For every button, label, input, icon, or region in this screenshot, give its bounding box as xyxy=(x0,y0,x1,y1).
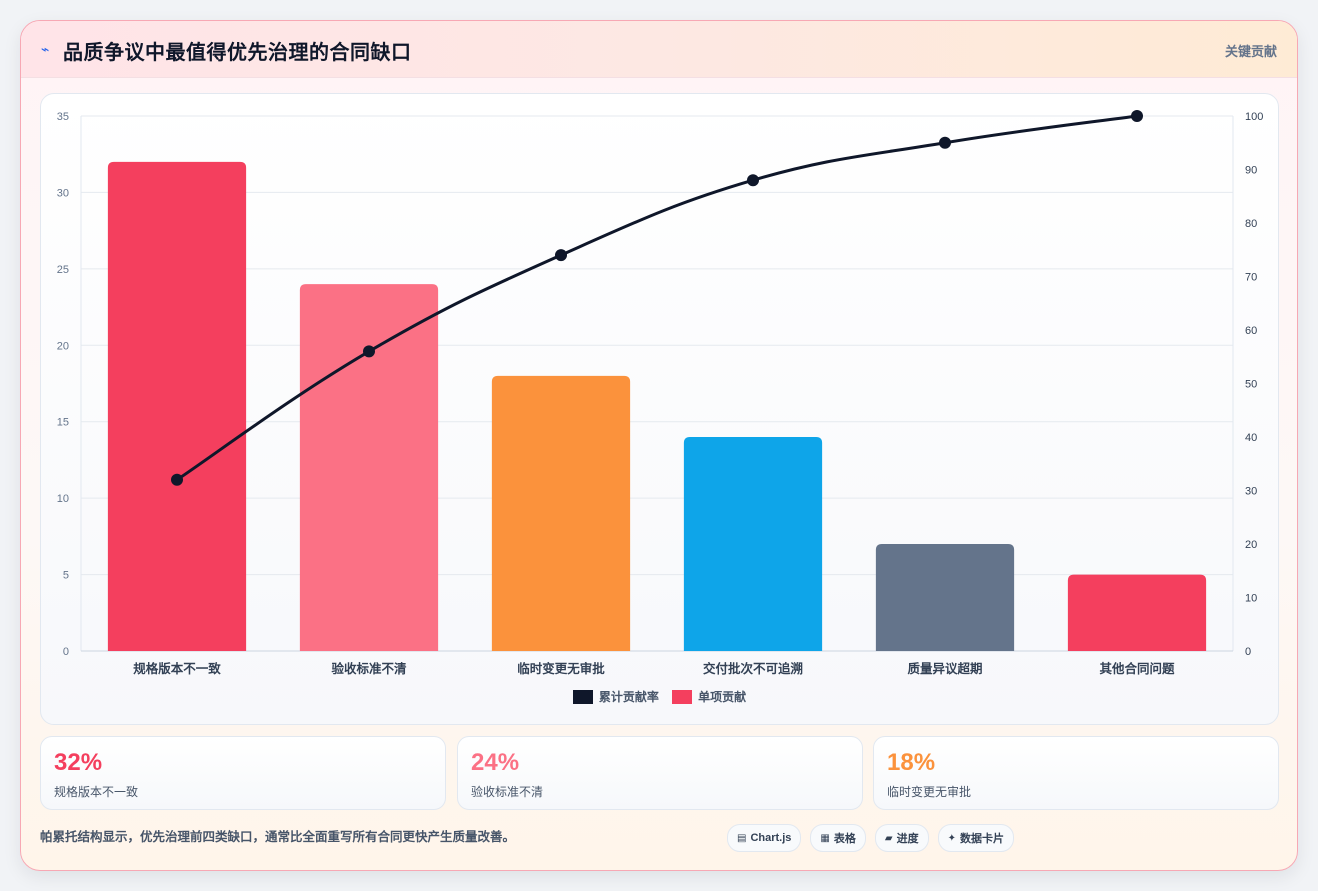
y-left-tick-label: 5 xyxy=(63,570,69,582)
line-point xyxy=(1131,110,1143,122)
y-left-tick-label: 35 xyxy=(57,111,69,123)
legend-label: 累计贡献率 xyxy=(598,690,659,704)
progress-icon: ▰ xyxy=(884,832,893,844)
stat-label: 验收标准不清 xyxy=(471,785,544,799)
x-tick-label: 规格版本不一致 xyxy=(133,661,221,676)
y-right-tick-label: 0 xyxy=(1245,646,1251,658)
chip-label: 数据卡片 xyxy=(959,833,1004,845)
pareto-chart: 0 5 10 15 20 25 30 35 0 10 20 30 40 50 60 70 80 90 100 规格版本… xyxy=(57,110,1263,676)
chip-label: 进度 xyxy=(896,833,919,845)
legend-swatch xyxy=(572,689,593,704)
stat-value: 18% xyxy=(887,749,936,776)
x-tick-label: 临时变更无审批 xyxy=(517,661,605,676)
chart-card: ⌁ 品质争议中最值得优先治理的合同缺口 关键贡献 0 5 10 15 20 25 30 35 0… xyxy=(20,20,1298,871)
y-right-tick-label: 50 xyxy=(1245,379,1257,391)
bar xyxy=(1067,574,1207,651)
chip-progress[interactable]: ▰ 进度 xyxy=(874,824,929,852)
header-tag: 关键贡献 xyxy=(1224,44,1277,59)
chip-label: Chart.js xyxy=(750,832,792,844)
x-tick-label: 其他合同问题 xyxy=(1099,661,1175,676)
chip-label: 表格 xyxy=(833,833,856,845)
bar xyxy=(683,437,823,651)
legend-item-cumulative[interactable]: 累计贡献率 xyxy=(572,688,659,705)
page-title: 品质争议中最值得优先治理的合同缺口 xyxy=(63,42,412,64)
y-left-tick-label: 20 xyxy=(57,340,69,352)
chart-panel: 0 5 10 15 20 25 30 35 0 10 20 30 40 50 60 70 80 90 100 规格版本… xyxy=(40,93,1279,725)
y-left-tick-label: 0 xyxy=(63,646,69,658)
y-right-tick-label: 90 xyxy=(1245,165,1257,177)
lightning-icon: ⌁ xyxy=(41,41,50,57)
y-right-tick-label: 20 xyxy=(1245,539,1257,551)
line-point xyxy=(939,136,951,149)
bar xyxy=(299,284,439,651)
y-right-tick-label: 60 xyxy=(1245,325,1257,337)
x-tick-label: 交付批次不可追溯 xyxy=(703,661,803,676)
y-left-tick-label: 30 xyxy=(57,187,69,199)
y-right-tick-label: 100 xyxy=(1245,111,1263,123)
chart-icon: ▤ xyxy=(737,832,747,844)
y-left-tick-label: 25 xyxy=(57,264,69,276)
stat-card: 18% 临时变更无审批 xyxy=(873,736,1279,810)
line-point xyxy=(363,345,375,358)
x-tick-label: 验收标准不清 xyxy=(331,661,407,676)
chip-data-cards[interactable]: ✦ 数据卡片 xyxy=(937,824,1014,852)
stat-value: 32% xyxy=(54,749,103,776)
cumulative-line xyxy=(176,114,1138,482)
footer-note: 帕累托结构显示，优先治理前四类缺口，通常比全面重写所有合同更快产生质量改善。 xyxy=(40,830,516,844)
stat-value: 24% xyxy=(471,749,520,776)
bar xyxy=(875,544,1015,651)
line-point xyxy=(555,249,567,262)
y-right-tick-label: 30 xyxy=(1245,486,1257,498)
table-icon: ▦ xyxy=(820,832,830,844)
chart-legend: 累计贡献率 单项贡献 xyxy=(41,688,1278,707)
stat-label: 规格版本不一致 xyxy=(54,785,139,799)
y-right-tick-label: 70 xyxy=(1245,272,1257,284)
stat-card: 24% 验收标准不清 xyxy=(457,736,863,810)
card-header: ⌁ 品质争议中最值得优先治理的合同缺口 关键贡献 xyxy=(21,21,1297,78)
legend-label: 单项贡献 xyxy=(698,690,747,704)
chip-table[interactable]: ▦ 表格 xyxy=(810,824,866,852)
y-right-tick-label: 40 xyxy=(1245,432,1257,444)
y-left-tick-label: 15 xyxy=(57,417,69,429)
legend-item-single[interactable]: 单项贡献 xyxy=(672,688,746,705)
x-tick-label: 质量异议超期 xyxy=(907,661,982,676)
line-point xyxy=(171,473,183,486)
bar xyxy=(491,375,631,651)
y-left-tick-label: 10 xyxy=(57,493,69,505)
legend-swatch xyxy=(672,689,693,704)
line-point xyxy=(747,174,759,187)
view-chips: ▤ Chart.js ▦ 表格 ▰ 进度 ✦ 数据卡片 xyxy=(727,824,1023,852)
y-right-tick-label: 10 xyxy=(1245,593,1257,605)
sparkle-icon: ✦ xyxy=(947,832,956,844)
y-right-tick-label: 80 xyxy=(1245,218,1257,230)
stat-label: 临时变更无审批 xyxy=(887,785,972,799)
stat-card: 32% 规格版本不一致 xyxy=(40,736,446,810)
bar xyxy=(107,161,247,651)
chip-chartjs[interactable]: ▤ Chart.js xyxy=(727,824,802,852)
